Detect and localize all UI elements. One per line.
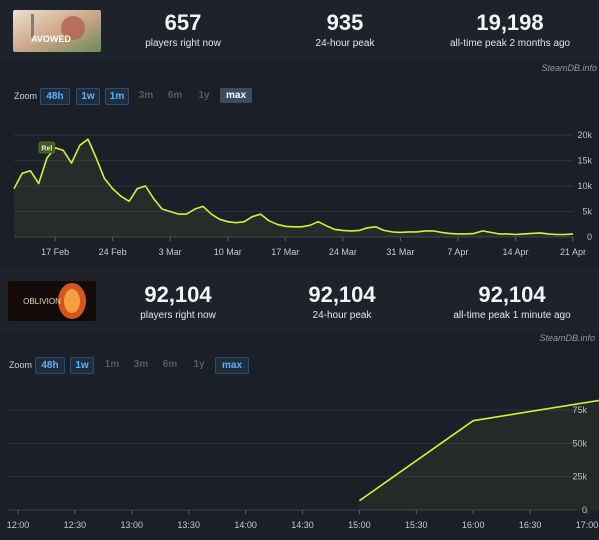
zoom-48h-button-bottom[interactable]: 48h [35,357,65,374]
day-peak-label: 24-hour peak [315,38,375,49]
y-tick-label: 15k [577,156,592,166]
zoom-max-button-bottom[interactable]: max [215,357,249,374]
y-tick-label: 20k [577,130,592,140]
svg-text:OBLIVION: OBLIVION [23,297,61,306]
y-tick-label: 0 [587,232,592,242]
bottom-player-chart: 0 25k 50k 75k 12:00 12:30 13:00 13:30 14:00 14:30… [7,399,599,530]
bottom-chart-panel: Zoom 48h 1w 1m 3m 6m 1y max [0,345,599,540]
svg-text:AVOWED: AVOWED [31,34,71,44]
zoom-1w-button-bottom[interactable]: 1w [70,357,94,374]
bottom-stats-bar: OBLIVION 92,104 players right now 92,104… [0,270,599,332]
x-tick-label: 24 Feb [99,247,127,257]
oblivion-alltime-peak-value: 92,104 [478,282,546,307]
oblivion-alltime-peak-stat: 92,104 all-time peak 1 minute ago [444,282,580,322]
release-annotation-badge [38,141,56,154]
x-tick-label: 17:00 [576,520,599,530]
day-peak-value: 935 [326,10,364,35]
alltime-peak-value: 19,198 [476,10,544,35]
oblivion-day-peak-value: 92,104 [308,282,376,307]
zoom-max-button[interactable]: max [220,88,252,103]
x-tick-label: 10 Mar [214,247,242,257]
y-tick-label: 5k [582,207,592,217]
zoom-1w-button[interactable]: 1w [76,88,100,105]
oblivion-current-players-label: players right now [140,310,216,321]
zoom-1m-button[interactable]: 1m [105,88,129,105]
y-tick-label: 0 [582,505,587,515]
series-line [358,399,599,502]
x-tick-label: 7 Apr [447,247,468,257]
current-players-label: players right now [145,38,221,49]
zoom-1m-button-bottom[interactable]: 1m [104,359,120,370]
oblivion-current-players-value: 92,104 [144,282,212,307]
game-thumbnail-oblivion[interactable]: OBLIVION [8,281,96,321]
oblivion-logo-image: OBLIVION [8,281,96,321]
x-tick-label: 16:00 [462,520,485,530]
x-tick-label: 31 Mar [386,247,414,257]
zoom-1y-button[interactable]: 1y [198,90,210,101]
x-tick-label: 17 Mar [271,247,299,257]
oblivion-day-peak-label: 24-hour peak [312,310,372,321]
steamdb-credit-bottom[interactable]: SteamDB.info [539,333,595,343]
x-tick-label: 13:30 [177,520,200,530]
x-tick-label: 14:30 [291,520,314,530]
top-stats-bar: AVOWED 657 players right now 935 24-hour… [0,0,599,62]
alltime-peak-stat: 19,198 all-time peak 2 months ago [450,10,571,50]
zoom-1y-button-bottom[interactable]: 1y [193,359,205,370]
top-player-chart: 0 5k 10k 15k 20k 17 Feb 24 Feb 3 Mar 10 Mar 17 Ma… [13,130,592,257]
x-tick-label: 3 Mar [159,247,182,257]
zoom-6m-button-bottom[interactable]: 6m [162,359,178,370]
x-tick-label: 15:30 [405,520,428,530]
y-tick-label: 10k [577,181,592,191]
oblivion-alltime-peak-label: all-time peak 1 minute ago [453,310,571,321]
avowed-logo-image: AVOWED [13,10,101,52]
alltime-peak-label: all-time peak 2 months ago [450,38,571,49]
series-area [359,400,599,510]
zoom-48h-button[interactable]: 48h [40,88,70,105]
game-thumbnail-avowed[interactable]: AVOWED [13,10,101,52]
current-players-value: 657 [164,10,202,35]
series-area [14,139,573,237]
x-tick-label: 12:30 [64,520,87,530]
x-tick-label: 15:00 [348,520,371,530]
release-annotation-label: Rel [41,146,52,153]
y-tick-label: 75k [572,405,587,415]
y-tick-label: 25k [572,472,587,482]
current-players-stat: 657 players right now [133,10,233,50]
series-line [13,138,574,236]
steamdb-credit[interactable]: SteamDB.info [541,63,597,73]
x-tick-label: 21 Apr [560,247,586,257]
zoom-label-bottom: Zoom [9,360,33,370]
x-tick-label: 12:00 [7,520,30,530]
day-peak-stat: 935 24-hour peak [295,10,395,50]
zoom-3m-button-bottom[interactable]: 3m [133,359,149,370]
zoom-label: Zoom [14,91,38,101]
oblivion-day-peak-stat: 92,104 24-hour peak [282,282,402,322]
zoom-6m-button[interactable]: 6m [167,90,183,101]
y-tick-label: 50k [572,438,587,448]
oblivion-current-players-stat: 92,104 players right now [118,282,238,322]
x-tick-label: 14 Apr [502,247,528,257]
x-tick-label: 13:00 [121,520,144,530]
x-tick-label: 24 Mar [329,247,357,257]
x-tick-label: 17 Feb [41,247,69,257]
zoom-3m-button[interactable]: 3m [138,90,154,101]
top-chart-panel: Zoom 48h 1w 1m 3m 6m 1y max [0,76,599,264]
x-tick-label: 16:30 [519,520,542,530]
x-tick-label: 14:00 [234,520,257,530]
